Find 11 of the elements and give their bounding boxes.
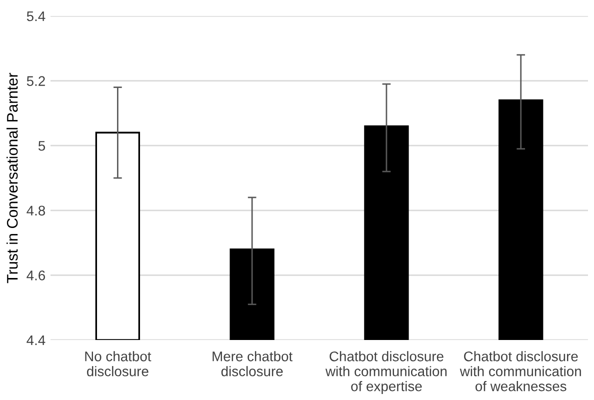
x-tick-label: Mere chatbot disclosure [212, 351, 293, 376]
y-tick-label: 5.4 [26, 11, 46, 22]
x-tick-label: No chatbot disclosure [85, 351, 152, 376]
y-tick-label: 5 [38, 141, 46, 151]
y-axis-title: Trust in Conversational Parnter [6, 72, 18, 284]
x-tick-label: Chatbot disclosure with communication of expertise [325, 351, 447, 394]
y-tick-label: 5.2 [26, 76, 45, 86]
y-tick-label: 4.4 [26, 335, 46, 346]
x-tick-label: Chatbot disclosure with communication of weaknesses [460, 351, 581, 392]
y-tick-label: 4.6 [26, 270, 46, 280]
y-tick-label: 4.8 [26, 206, 46, 216]
